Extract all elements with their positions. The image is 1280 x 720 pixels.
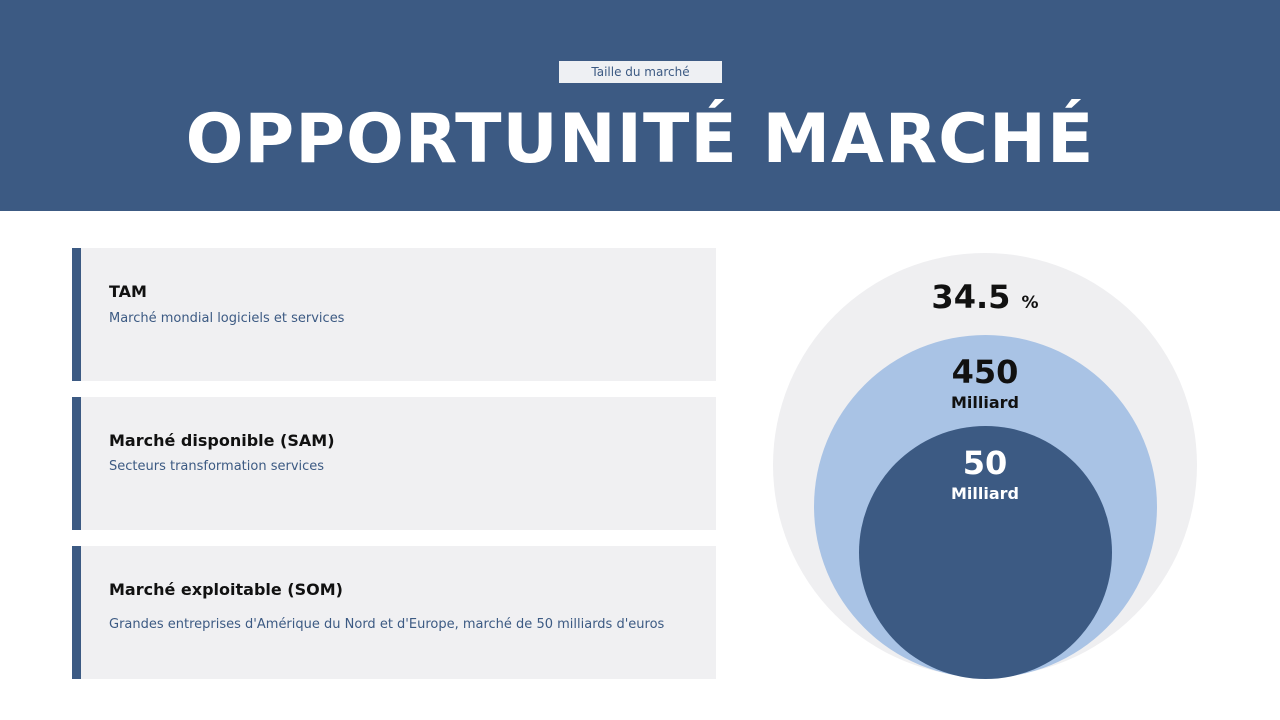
sam-value: 450 xyxy=(951,353,1019,391)
card-desc: Marché mondial logiciels et services xyxy=(109,311,345,326)
card-title: Marché exploitable (SOM) xyxy=(109,580,343,599)
card-tam: TAM Marché mondial logiciels et services xyxy=(72,248,716,381)
card-som: Marché exploitable (SOM) Grandes entrepr… xyxy=(72,546,716,679)
card-desc: Secteurs transformation services xyxy=(109,459,325,474)
som-circle xyxy=(859,426,1112,679)
som-value: 50 xyxy=(962,444,1008,482)
page-title: OPPORTUNITÉ MARCHÉ xyxy=(185,100,1095,179)
som-unit: Milliard xyxy=(951,484,1019,503)
section-tag: Taille du marché xyxy=(559,61,722,83)
card-title: TAM xyxy=(109,282,147,301)
tam-value: 34.5 % xyxy=(931,278,1039,316)
card-sam: Marché disponible (SAM) Secteurs transfo… xyxy=(72,397,716,530)
header-banner: Taille du marché OPPORTUNITÉ MARCHÉ xyxy=(0,0,1280,211)
card-title: Marché disponible (SAM) xyxy=(109,431,335,450)
sam-unit: Milliard xyxy=(951,393,1019,412)
card-desc: Grandes entreprises d'Amérique du Nord e… xyxy=(109,617,665,632)
tam-unit: % xyxy=(1021,293,1039,313)
